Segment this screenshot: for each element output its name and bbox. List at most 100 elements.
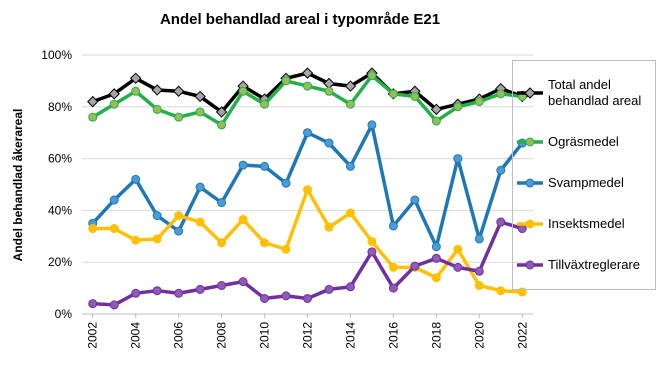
y-tick-label: 100% bbox=[41, 48, 72, 62]
marker bbox=[431, 242, 441, 252]
y-tick-label: 20% bbox=[48, 255, 72, 269]
marker bbox=[260, 99, 270, 109]
x-tick-label: 2018 bbox=[429, 322, 443, 349]
marker bbox=[217, 198, 227, 208]
marker bbox=[525, 137, 535, 147]
x-tick-label: 2014 bbox=[343, 322, 357, 349]
legend-entry: Total andel behandlad areal bbox=[515, 77, 653, 109]
marker bbox=[281, 244, 291, 254]
marker bbox=[131, 174, 141, 184]
marker bbox=[109, 224, 119, 234]
y-tick-label: 80% bbox=[48, 100, 72, 114]
marker bbox=[109, 300, 119, 310]
marker bbox=[303, 81, 312, 91]
marker bbox=[152, 286, 162, 296]
marker bbox=[525, 178, 535, 188]
legend-label: Tillväxtreglerare bbox=[548, 256, 640, 272]
legend-swatch bbox=[517, 87, 543, 100]
marker bbox=[474, 97, 484, 107]
marker bbox=[525, 219, 535, 229]
x-tick-label: 2006 bbox=[172, 322, 186, 349]
marker bbox=[388, 89, 398, 99]
marker bbox=[410, 195, 420, 205]
marker bbox=[367, 247, 377, 257]
x-tick-label: 2012 bbox=[301, 322, 315, 349]
marker bbox=[344, 80, 357, 92]
marker bbox=[131, 86, 141, 96]
legend: Total andel behandlad areal Ogräsmedel Sva… bbox=[512, 60, 656, 290]
marker bbox=[174, 211, 184, 221]
marker bbox=[345, 282, 355, 292]
marker bbox=[474, 266, 484, 276]
marker bbox=[303, 128, 312, 138]
marker bbox=[172, 85, 185, 97]
marker bbox=[281, 291, 291, 301]
chart-title: Andel behandlad areal i typområde E21 bbox=[160, 11, 440, 28]
marker bbox=[345, 208, 355, 218]
legend-entry: Insektsmedel bbox=[515, 216, 653, 232]
marker bbox=[324, 138, 334, 148]
marker bbox=[260, 293, 270, 303]
marker bbox=[152, 104, 162, 114]
marker bbox=[238, 214, 248, 224]
marker bbox=[388, 221, 398, 231]
marker bbox=[474, 281, 484, 291]
marker bbox=[410, 91, 420, 101]
marker bbox=[151, 84, 163, 96]
marker bbox=[260, 238, 270, 248]
marker bbox=[88, 299, 98, 309]
marker bbox=[410, 261, 420, 271]
marker bbox=[238, 277, 248, 287]
x-tick-label: 2020 bbox=[472, 322, 486, 349]
marker bbox=[525, 260, 535, 270]
marker bbox=[109, 195, 119, 205]
marker bbox=[195, 217, 205, 227]
marker bbox=[367, 71, 377, 81]
x-tick-label: 2008 bbox=[215, 322, 229, 349]
legend-swatch bbox=[517, 219, 543, 229]
marker bbox=[195, 182, 205, 192]
marker bbox=[174, 112, 184, 122]
marker bbox=[131, 235, 141, 245]
marker bbox=[281, 76, 291, 86]
marker bbox=[174, 226, 184, 236]
marker bbox=[87, 95, 99, 108]
x-tick-label: 2022 bbox=[515, 322, 529, 349]
legend-swatch bbox=[517, 178, 543, 188]
marker bbox=[496, 217, 506, 227]
marker bbox=[195, 284, 205, 294]
marker bbox=[174, 288, 184, 298]
legend-label: Svampmedel bbox=[548, 174, 624, 190]
x-tick-label: 2010 bbox=[258, 322, 272, 349]
marker bbox=[281, 178, 291, 188]
marker bbox=[524, 87, 536, 100]
marker bbox=[474, 234, 484, 244]
marker bbox=[431, 273, 441, 283]
x-tick-label: 2002 bbox=[86, 322, 100, 349]
marker bbox=[345, 161, 355, 171]
marker bbox=[108, 88, 120, 100]
marker bbox=[453, 244, 463, 254]
marker bbox=[301, 67, 314, 79]
y-tick-label: 40% bbox=[48, 203, 72, 217]
marker bbox=[431, 116, 441, 126]
x-tick-label: 2004 bbox=[129, 322, 143, 349]
marker bbox=[496, 89, 506, 99]
y-axis-label: Andel behandlad åkerareal bbox=[11, 109, 25, 262]
marker bbox=[217, 238, 227, 248]
legend-entry: Svampmedel bbox=[515, 175, 653, 191]
marker bbox=[217, 281, 227, 291]
marker bbox=[131, 288, 141, 298]
marker bbox=[496, 165, 506, 175]
marker bbox=[324, 222, 334, 232]
marker bbox=[324, 284, 334, 294]
legend-label: Insektsmedel bbox=[548, 215, 625, 231]
marker bbox=[453, 102, 463, 112]
marker bbox=[367, 120, 377, 130]
marker bbox=[430, 103, 443, 116]
marker bbox=[215, 106, 228, 118]
marker bbox=[345, 99, 355, 109]
marker bbox=[388, 283, 398, 293]
